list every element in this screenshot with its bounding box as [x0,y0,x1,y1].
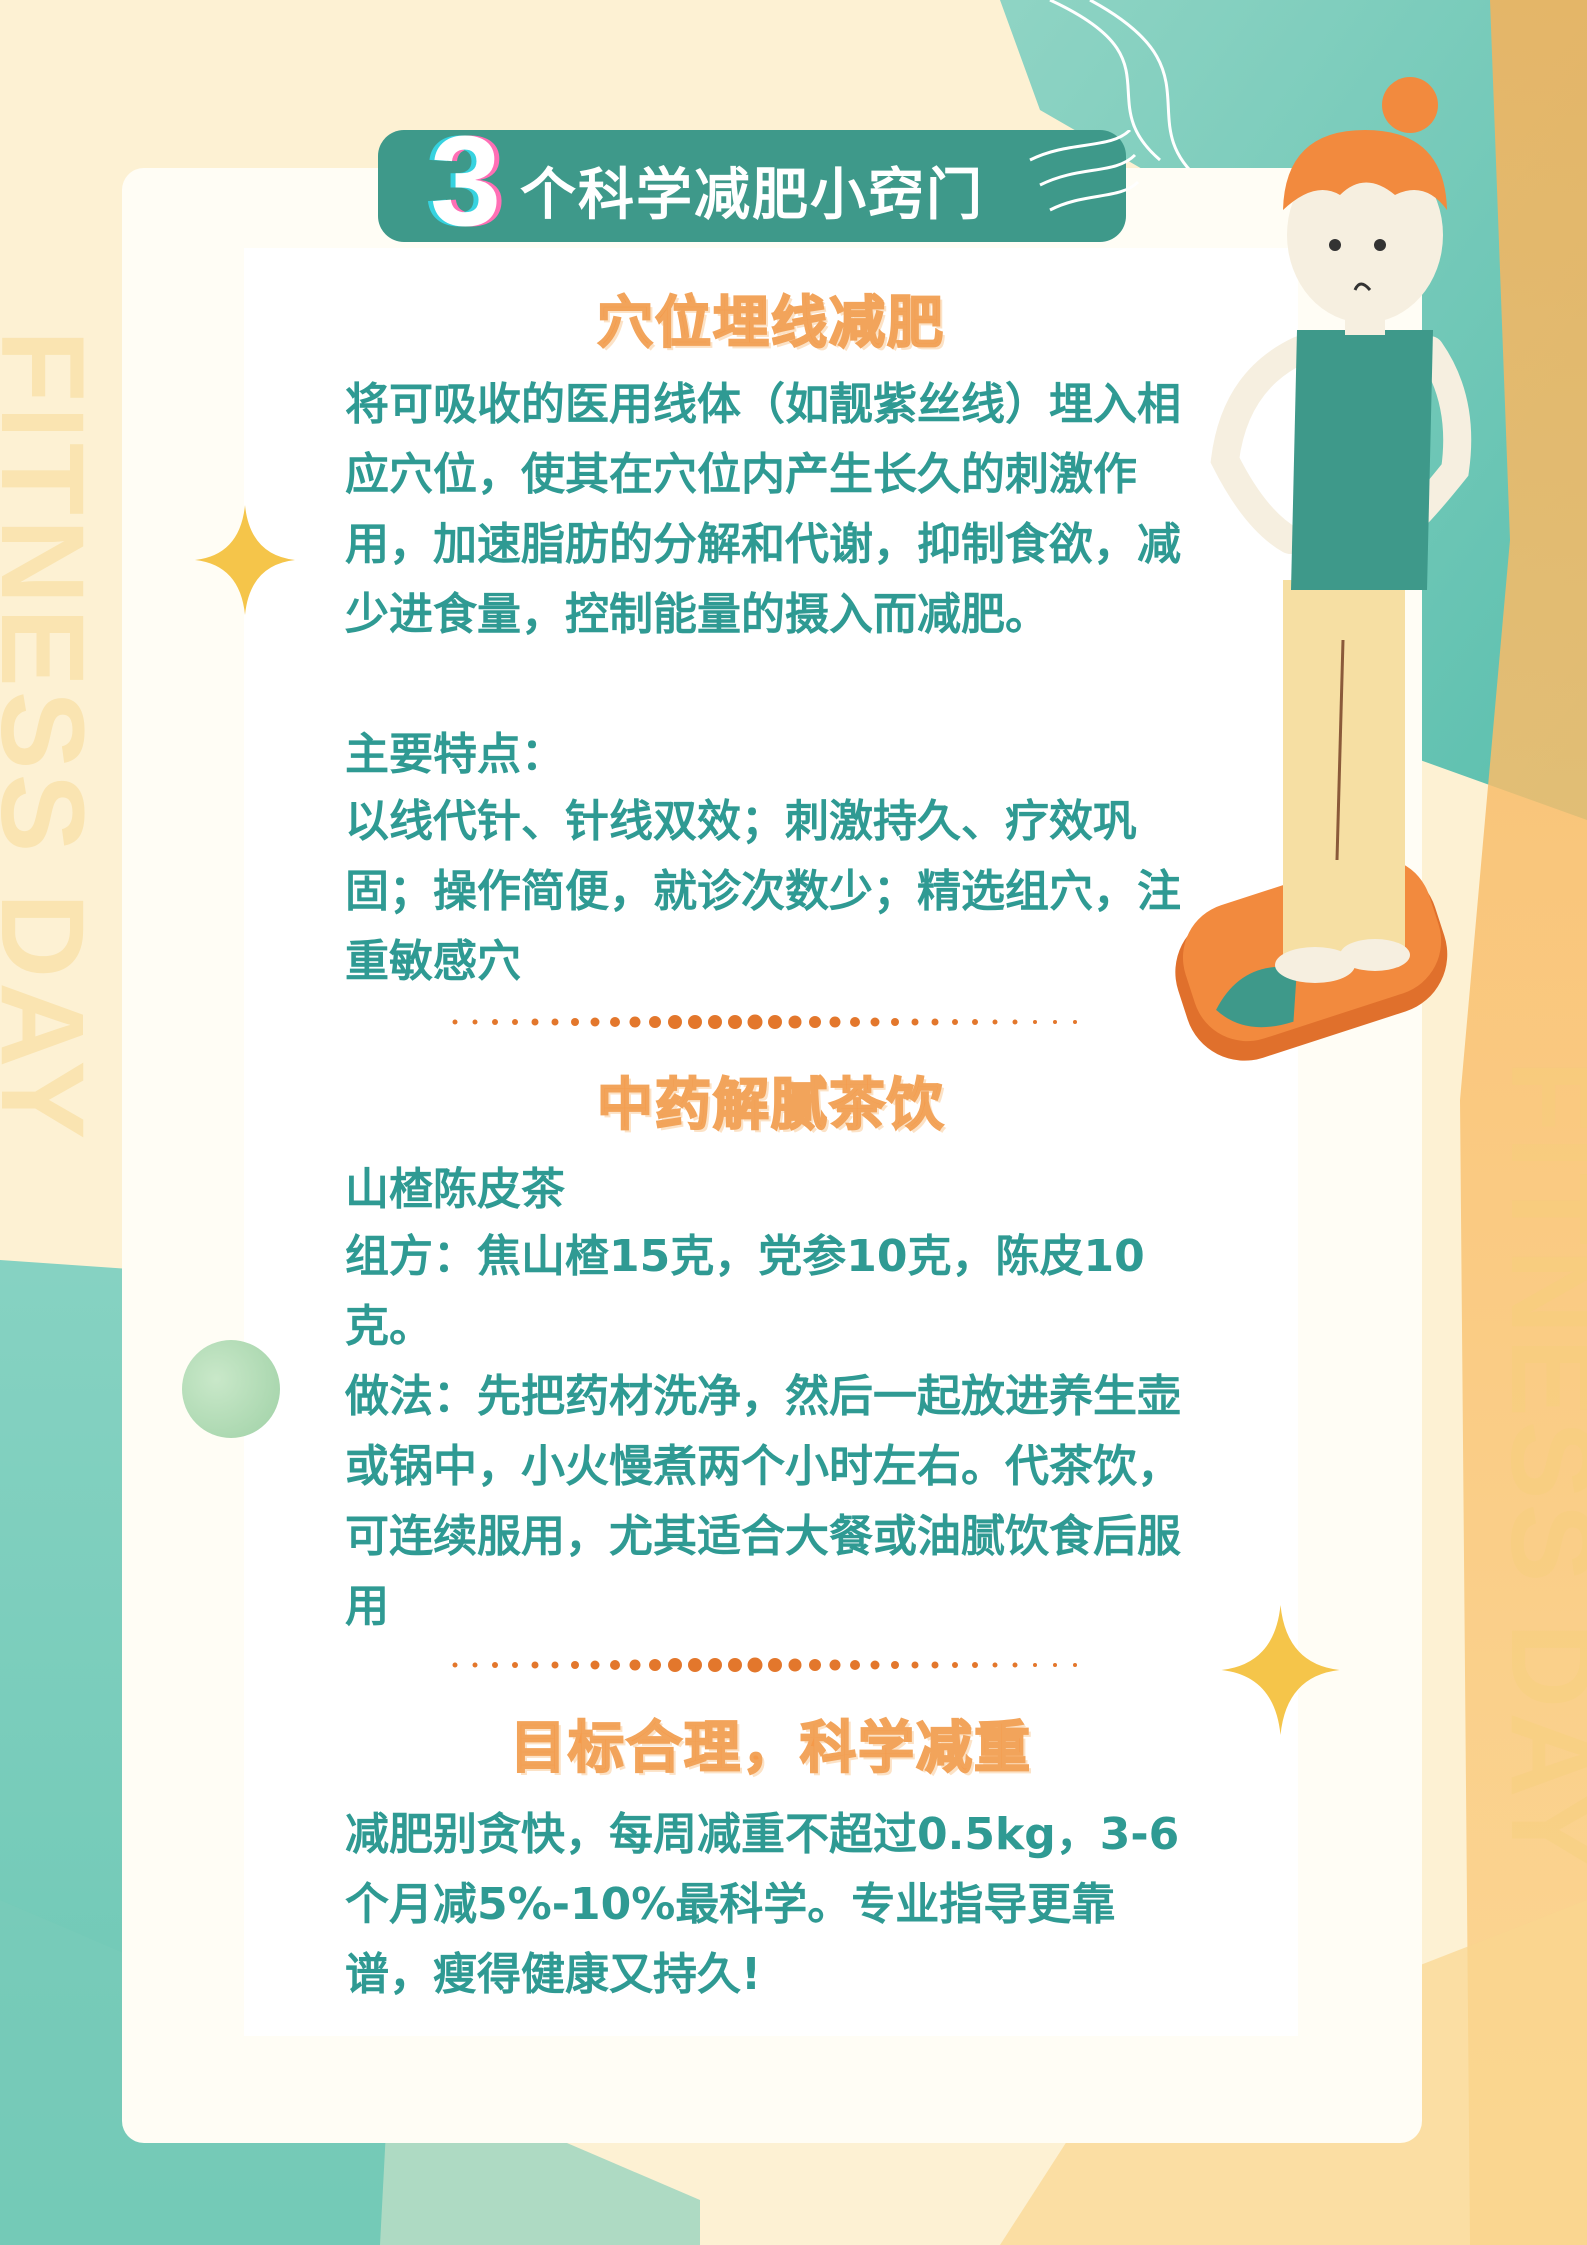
section-paragraph: 将可吸收的医用线体（如靓紫丝线）埋入相应穴位，使其在穴位内产生长久的刺激作用，加… [345,379,1181,640]
woman-on-scale-illustration [1175,77,1472,1061]
watermark-left: FITNESS DAY [0,330,108,1144]
circle-decoration [182,1340,280,1438]
content-panel [244,248,1298,2036]
sparkle-icon [1221,1605,1340,1735]
section-heading: 目标合理，科学减重 [509,1715,1032,1782]
watermark-right: FITNESS DAY [1486,1060,1587,1874]
title-number: 3 [430,110,502,253]
title-banner [378,130,1126,242]
section-paragraph: 做法：先把药材洗净，然后一起放进养生壶或锅中，小火慢煮两个小时左右。代茶饮，可连… [345,1371,1181,1632]
section-paragraph: 以线代针、针线双效；刺激持久、疗效巩固；操作简便，就诊次数少；精选组穴，注重敏感… [345,796,1181,987]
dotted-divider [452,1014,1077,1030]
section-heading: 中药解腻茶饮 [596,1072,945,1139]
sparkle-icon [195,505,295,615]
section-paragraph: 组方：焦山楂15克，党参10克，陈皮10克。 [345,1231,1145,1352]
section-paragraph: 主要特点： [345,729,565,780]
section-heading: 穴位埋线减肥 [596,290,945,357]
page-title: 个科学减肥小窍门 [520,163,984,228]
section-paragraph: 山楂陈皮茶 [345,1164,565,1215]
swoosh-lines [1029,130,1140,212]
section-paragraph: 减肥别贪快，每周减重不超过0.5kg，3-6个月减5%-10%最科学。专业指导更… [345,1809,1180,2000]
dotted-divider [452,1657,1077,1673]
